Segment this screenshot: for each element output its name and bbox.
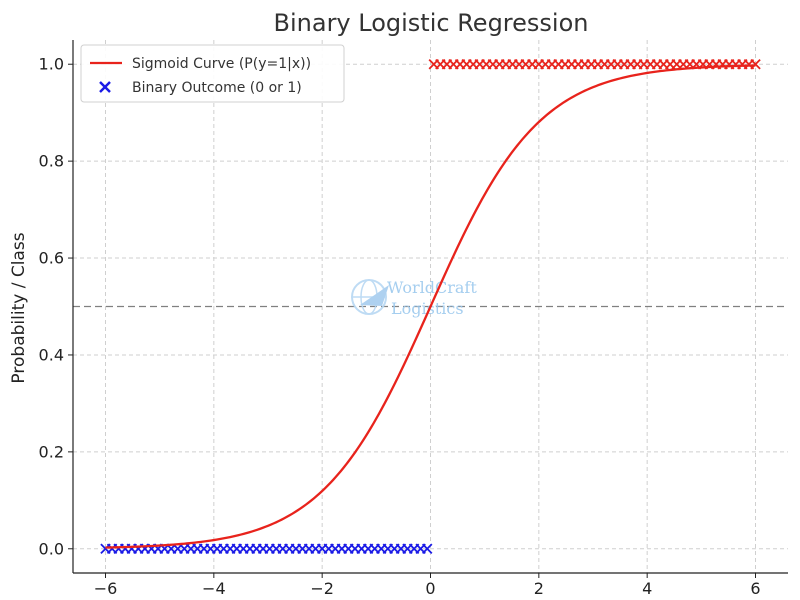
y-tick-label: 0.4 xyxy=(39,345,64,364)
x-tick-label: −4 xyxy=(202,579,226,598)
sigmoid-curve-line xyxy=(105,64,756,549)
scatter-point xyxy=(421,543,433,555)
x-tick-labels: −6 −4 −2 0 2 4 6 xyxy=(94,579,761,598)
x-tick-label: 6 xyxy=(750,579,760,598)
x-tick-label: 2 xyxy=(534,579,544,598)
legend-x-marker xyxy=(99,81,111,93)
scatter-point xyxy=(750,58,761,70)
legend-label-binary: Binary Outcome (0 or 1) xyxy=(132,80,302,96)
x-tick-label: 0 xyxy=(425,579,435,598)
x-tick-label: −2 xyxy=(310,579,334,598)
chart-title: Binary Logistic Regression xyxy=(274,9,589,37)
y-tick-label: 1.0 xyxy=(39,55,64,74)
globe-plane-icon xyxy=(351,279,389,315)
watermark: WorldCraft Logistics xyxy=(351,278,477,318)
legend-label-sigmoid: Sigmoid Curve (P(y=1|x)) xyxy=(132,56,311,72)
sigmoid-curve-series xyxy=(105,64,756,549)
watermark-line-1: WorldCraft xyxy=(387,278,477,297)
y-tick-label: 0.2 xyxy=(39,442,64,461)
y-axis-label: Probability / Class xyxy=(9,232,29,383)
x-tick-label: 4 xyxy=(642,579,652,598)
x-tick-label: −6 xyxy=(94,579,118,598)
y-tick-labels: 0.0 0.2 0.4 0.6 0.8 1.0 xyxy=(39,55,64,559)
y-tick-label: 0.0 xyxy=(39,539,64,558)
y-tick-label: 0.8 xyxy=(39,152,64,171)
legend: Sigmoid Curve (P(y=1|x)) Binary Outcome … xyxy=(80,44,345,103)
legend-box xyxy=(80,44,345,103)
axes xyxy=(68,40,788,578)
y-tick-label: 0.6 xyxy=(39,249,64,268)
watermark-line-2: Logistics xyxy=(391,299,464,318)
